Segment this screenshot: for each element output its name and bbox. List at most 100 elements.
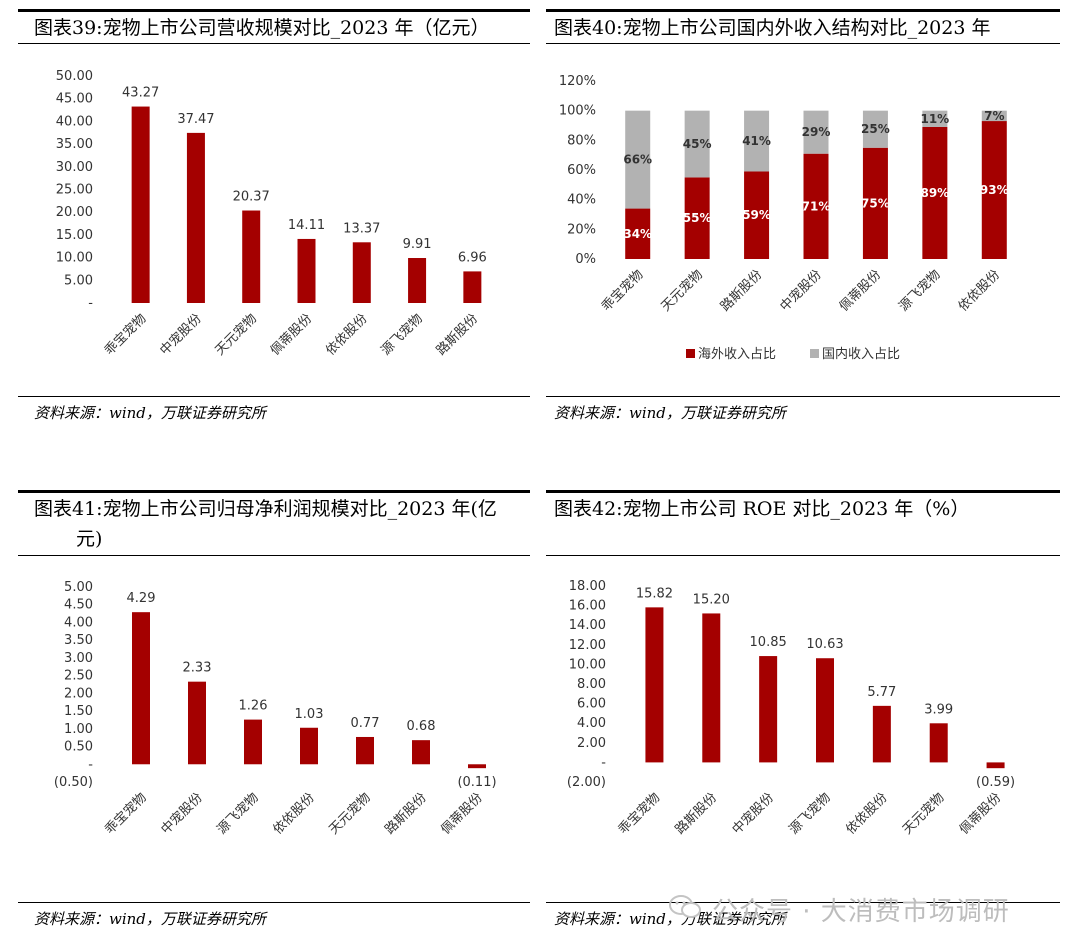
data-label: 2.33: [183, 661, 212, 676]
watermark: 公众号 · 大消费市场调研: [712, 897, 1010, 927]
bar: [242, 210, 261, 303]
data-label: (0.59): [976, 775, 1015, 790]
chart-title-41-line2: 元): [76, 528, 103, 550]
bar: [244, 719, 262, 765]
bar-overseas: [744, 171, 770, 259]
bar-domestic: [744, 110, 770, 172]
bar: [463, 271, 482, 303]
data-label-domestic: 11%: [920, 112, 949, 126]
data-label: 15.82: [636, 586, 673, 601]
y-tick-label: 14.00: [569, 618, 606, 633]
legend-label-domestic: 国内收入占比: [822, 346, 900, 362]
y-tick-label: 2.00: [577, 736, 606, 751]
data-label: 15.20: [693, 592, 730, 607]
bar: [759, 656, 778, 763]
data-label-domestic: 7%: [984, 109, 1004, 123]
top-rule-41: [18, 490, 530, 493]
legend-swatch-domestic: [810, 349, 819, 358]
title-rule-40: [546, 43, 1060, 44]
data-label: 10.85: [750, 635, 787, 650]
title-rule-39: [18, 43, 530, 44]
y-tick-label: 20%: [567, 222, 596, 237]
bar: [702, 613, 721, 763]
y-tick-label: 45.00: [56, 92, 93, 107]
title-rule-42: [546, 555, 1060, 556]
y-tick-label: -: [88, 757, 93, 772]
bar-overseas: [922, 126, 948, 259]
bar-domestic: [684, 110, 710, 178]
source-42: 资料来源：wind，万联证券研究所: [554, 910, 786, 928]
bar: [412, 740, 430, 765]
title-rule-41: [18, 555, 530, 556]
bar-overseas: [803, 153, 829, 259]
data-label: 43.27: [122, 86, 159, 101]
source-rule-41: [18, 902, 530, 903]
y-tick-label: 1.50: [64, 704, 93, 719]
source-rule-40: [546, 396, 1060, 397]
category-label: 天元宠物: [899, 790, 947, 838]
bar: [408, 258, 427, 303]
bar: [356, 736, 374, 765]
category-label: 依依股份: [843, 790, 890, 837]
chart-title-41: 图表41:宠物上市公司归母净利润规模对比_2023 年(亿: [34, 498, 497, 520]
data-label-domestic: 45%: [683, 137, 712, 151]
data-label: 6.96: [458, 250, 487, 265]
bar: [645, 607, 664, 763]
y-tick-label: 120%: [559, 74, 596, 89]
source-rule-39: [18, 396, 530, 397]
bar-domestic: [625, 110, 651, 209]
bar: [872, 705, 891, 763]
y-tick-label: 8.00: [577, 677, 606, 692]
bar: [816, 658, 834, 763]
category-label: 乖宝宠物: [615, 790, 663, 838]
bar-overseas: [862, 147, 888, 259]
y-tick-label: 60%: [567, 163, 596, 178]
data-label-overseas: 55%: [683, 211, 712, 225]
legend-label-overseas: 海外收入占比: [698, 347, 776, 362]
chart-title-39: 图表39:宠物上市公司营收规模对比_2023 年（亿元）: [34, 17, 490, 39]
chart-revenue: - 5.00 10.00 15.00 20.00 25.00 30.00 35.00 40.00…: [56, 69, 487, 359]
bar-domestic: [922, 110, 948, 127]
category-label: 佩蒂股份: [957, 790, 1004, 837]
y-tick-label: 20.00: [56, 205, 93, 220]
category-label: 源飞宠物: [786, 790, 834, 838]
source-39: 资料来源：wind，万联证券研究所: [34, 404, 266, 422]
data-label-domestic: 66%: [623, 153, 652, 167]
bar-overseas: [625, 208, 651, 259]
bar: [468, 764, 486, 769]
y-tick-label: 10.00: [56, 251, 93, 266]
y-tick-label: 40.00: [56, 114, 93, 129]
y-tick-label: 5.00: [64, 580, 93, 595]
data-label-domestic: 29%: [802, 125, 831, 139]
data-label: 13.37: [343, 221, 380, 236]
y-tick-label: 15.00: [56, 228, 93, 243]
y-tick-label: 4.00: [577, 716, 606, 731]
y-tick-label: 80%: [567, 133, 596, 148]
data-label: 0.77: [351, 716, 380, 731]
y-tick-label: 2.50: [64, 669, 93, 684]
top-rule-39: [18, 9, 530, 12]
y-tick-label: -: [88, 296, 93, 311]
bar: [986, 762, 1005, 769]
data-label: 5.77: [867, 685, 896, 700]
y-tick-label: 5.00: [64, 273, 93, 288]
bar: [929, 723, 948, 763]
y-tick-label: 3.00: [64, 651, 93, 666]
chart-income-structure: 0%20%40%60%80%100%120%34%66%乖宝宠物55%45%天元…: [559, 74, 1009, 362]
y-tick-label: 6.00: [577, 697, 606, 712]
legend-swatch-overseas: [686, 349, 695, 358]
y-tick-label: 4.00: [64, 615, 93, 630]
chart-title-40: 图表40:宠物上市公司国内外收入结构对比_2023 年: [554, 17, 991, 39]
y-tick-label: 3.50: [64, 633, 93, 648]
bar-overseas: [684, 177, 710, 259]
bar: [131, 106, 150, 303]
bar: [300, 727, 318, 765]
y-tick-label: 16.00: [569, 599, 606, 614]
y-tick-label: 0.50: [64, 740, 93, 755]
data-label: (0.11): [457, 775, 496, 790]
y-tick-label: 0%: [575, 252, 596, 267]
bar: [188, 681, 206, 765]
y-tick-label: (0.50): [54, 775, 93, 790]
data-label-overseas: 71%: [802, 199, 831, 213]
